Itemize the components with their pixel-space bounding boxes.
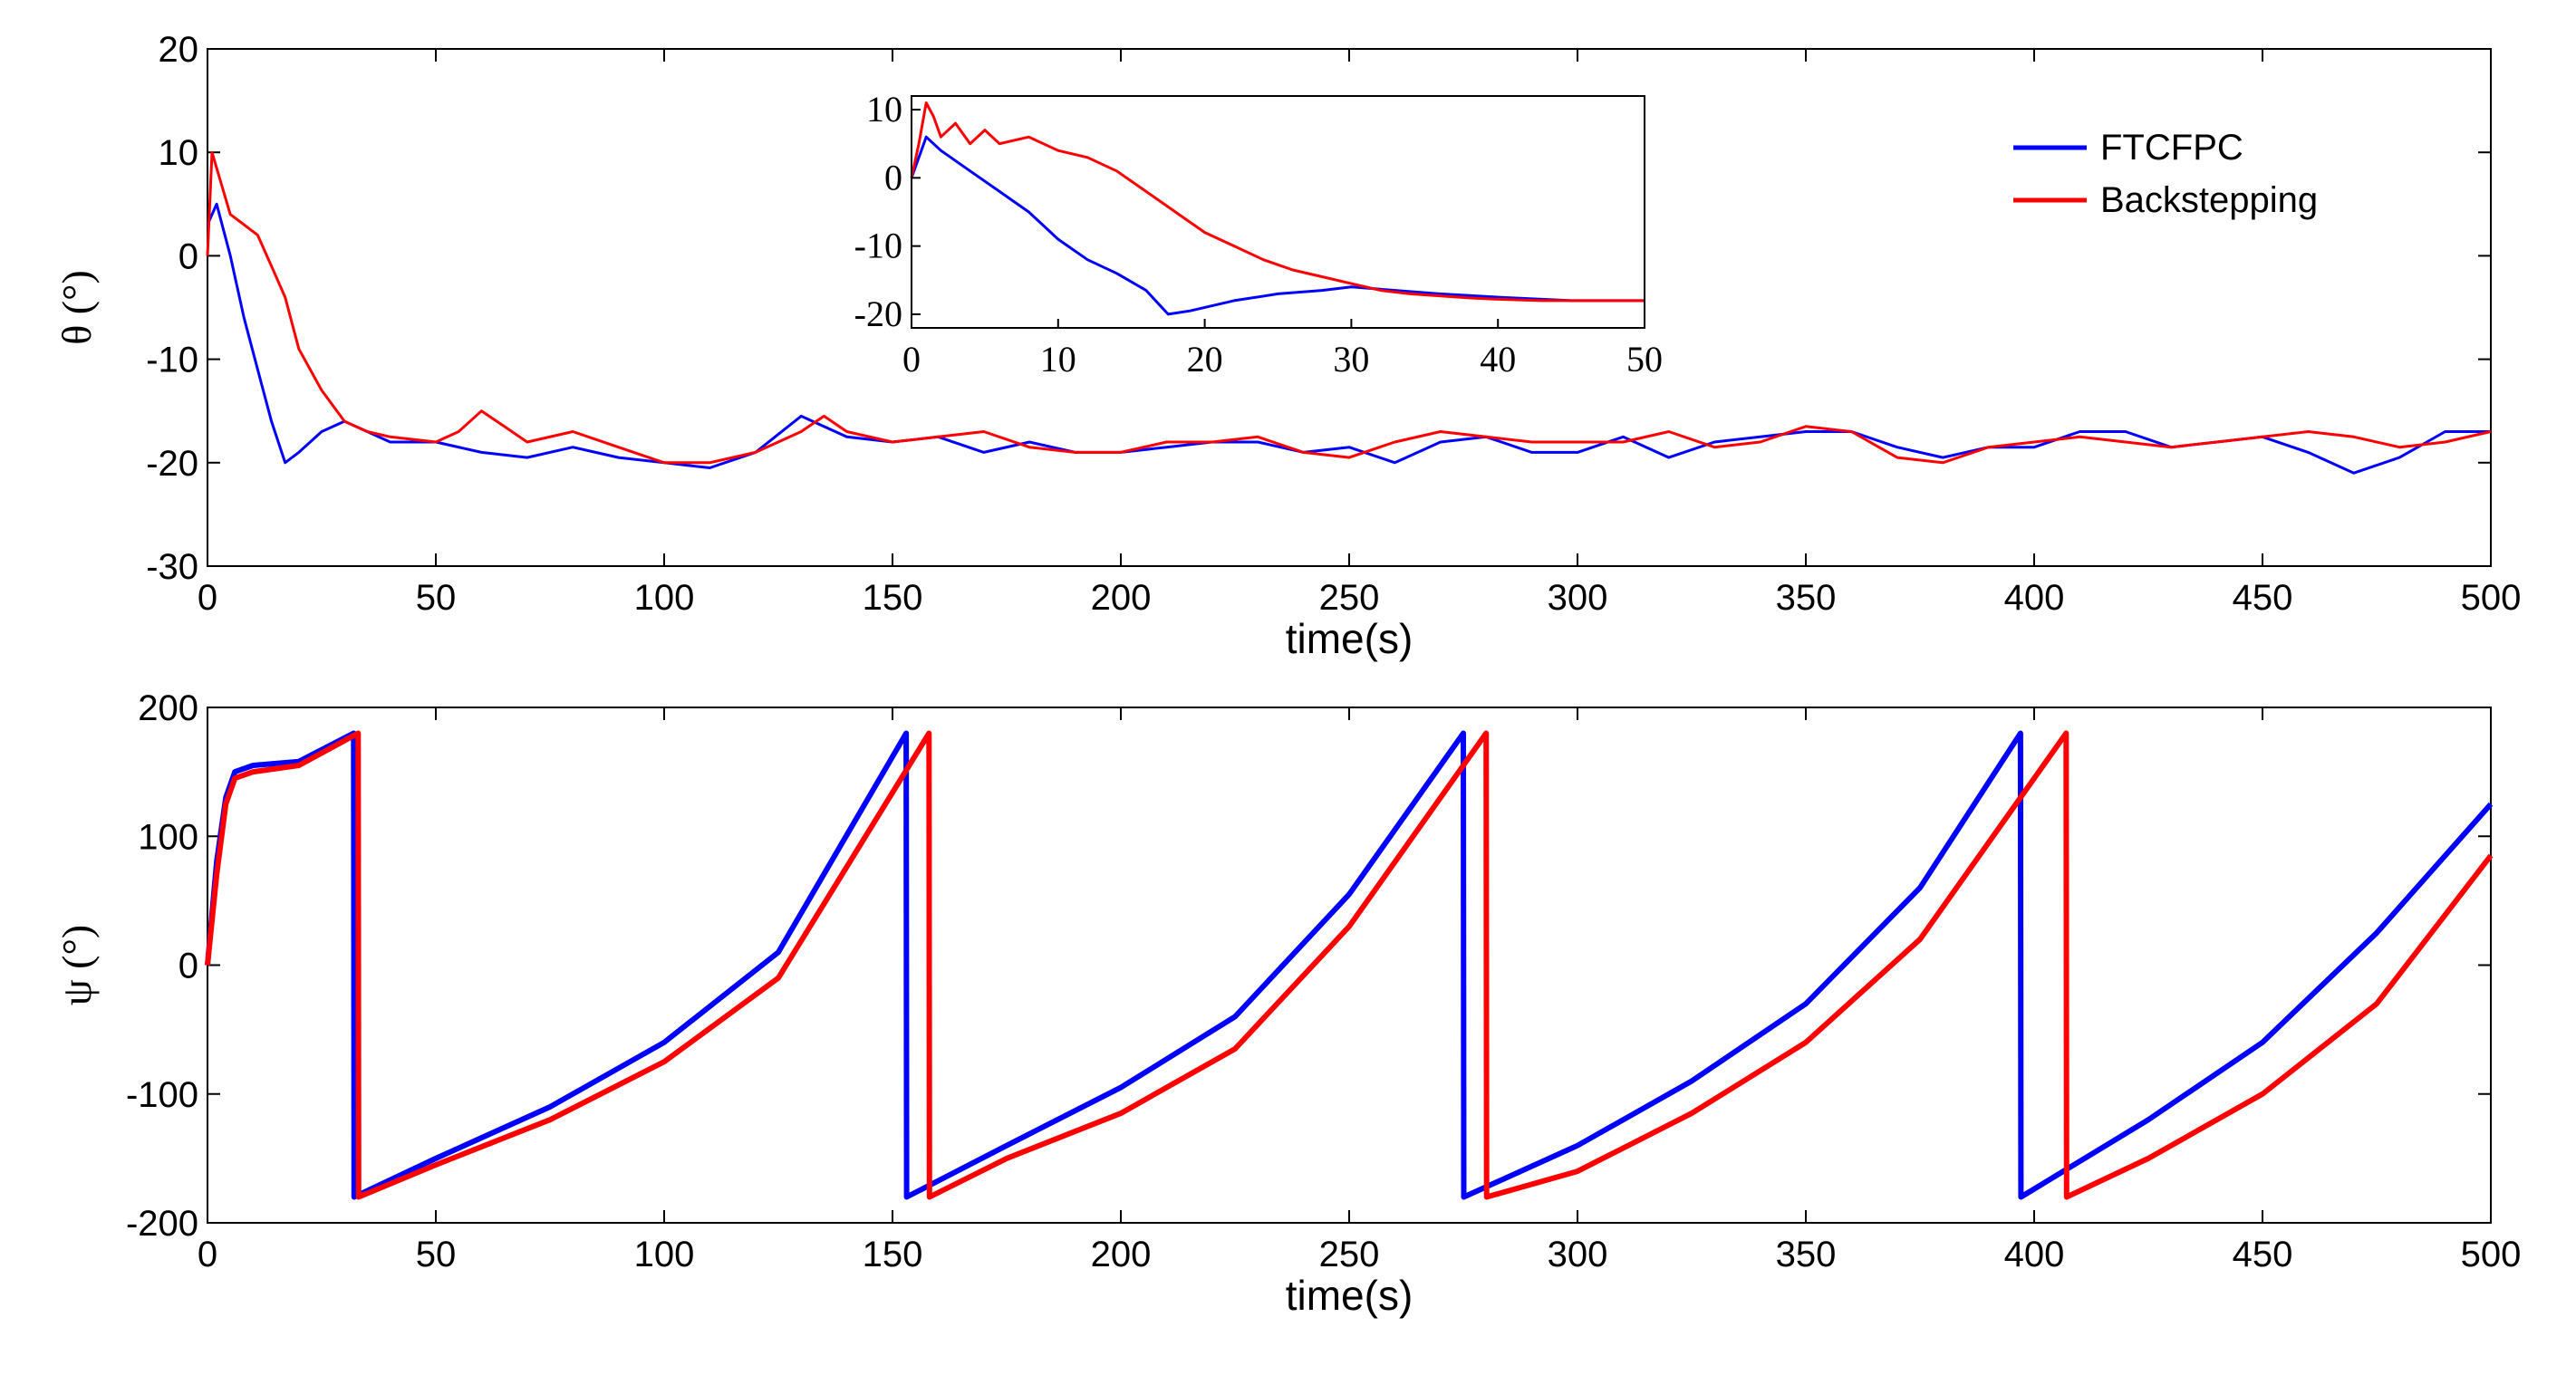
inset-x-tick-label: 20 [1187,339,1223,380]
theta-x-tick-label: 400 [2004,578,2065,618]
inset-plot-frame [911,95,1645,329]
psi-y-tick-label: 0 [178,947,198,986]
inset-y-tick-label: 0 [884,157,902,197]
theta-chart: 0 50 100 150 200 250 300 350 400 450 500-30-20-100… [53,30,2521,662]
psi-y-tick-label: 100 [138,817,198,857]
theta-x-tick-label: 200 [1091,578,1152,618]
inset-x-tick-label: 50 [1626,339,1663,380]
inset-series-group [910,101,1645,316]
theta-y-axis-label: θ (°) [53,270,100,345]
psi-chart: 0 50 100 150 200 250 300 350 400 450 500 -200 -100 0 1… [53,688,2521,1319]
inset-y-tick-label: 10 [866,89,902,130]
psi-x-tick-label: 150 [863,1235,923,1274]
theta-series-group [206,150,2492,475]
inset-y-tick-label: -10 [854,226,902,266]
psi-axis-ticks: 0 50 100 150 200 250 300 350 400 450 500 -200 -100 0 1… [126,688,2521,1274]
legend-label-ftcfpc: FTCFPC [2100,128,2243,168]
theta-x-axis-label: time(s) [1286,615,1413,662]
inset-series-backstepping [910,101,1645,303]
psi-x-tick-label: 0 [198,1235,217,1274]
theta-y-tick-label: 10 [159,133,199,173]
theta-y-tick-label: -30 [146,547,198,587]
psi-series-ftcfpc [205,730,2494,1200]
theta-x-tick-label: 350 [1776,578,1837,618]
inset-x-tick-label: 30 [1333,339,1369,380]
theta-y-tick-label: -20 [146,444,198,484]
inset-background [912,96,1645,328]
psi-y-tick-label: -200 [126,1204,198,1244]
inset-axis-ticks: 0 10 20 30 40 50 -20 -10 0 10 [854,89,1663,380]
psi-series-backstepping [205,730,2494,1200]
theta-y-tick-label: 0 [178,236,198,276]
theta-x-tick-label: 150 [863,578,923,618]
theta-x-tick-label: 100 [634,578,695,618]
theta-y-tick-label: -10 [146,341,198,380]
inset-x-tick-label: 40 [1480,339,1516,380]
theta-x-tick-label: 50 [416,578,457,618]
psi-plot-frame [207,707,2492,1224]
theta-series-backstepping [206,150,2492,465]
psi-y-tick-label: 200 [138,688,198,728]
inset-x-tick-label: 10 [1040,339,1076,380]
psi-x-tick-label: 350 [1776,1235,1837,1274]
theta-x-tick-label: 300 [1548,578,1608,618]
psi-x-tick-label: 200 [1091,1235,1152,1274]
psi-x-tick-label: 400 [2004,1235,2065,1274]
theta-x-tick-label: 450 [2233,578,2293,618]
theta-x-tick-label: 0 [198,578,217,618]
psi-x-tick-label: 450 [2233,1235,2293,1274]
psi-x-tick-label: 50 [416,1235,457,1274]
theta-axis-ticks: 0 50 100 150 200 250 300 350 400 450 500-30-20-100… [146,30,2521,618]
theta-x-tick-label: 500 [2461,578,2522,618]
psi-series-group [205,730,2494,1200]
psi-x-axis-label: time(s) [1286,1272,1413,1319]
psi-x-tick-label: 100 [634,1235,695,1274]
theta-inset-chart: 0 10 20 30 40 50 -20 -10 0 10 [854,89,1663,380]
legend: FTCFPC Backstepping [2013,128,2318,220]
inset-x-tick-label: 0 [902,339,921,380]
inset-y-tick-label: -20 [854,293,902,334]
theta-x-tick-label: 250 [1319,578,1380,618]
psi-x-tick-label: 500 [2461,1235,2522,1274]
theta-y-tick-label: 20 [159,30,199,70]
legend-label-backstepping: Backstepping [2100,180,2318,220]
psi-y-tick-label: -100 [126,1075,198,1115]
inset-series-ftcfpc [910,135,1645,316]
psi-x-tick-label: 300 [1548,1235,1608,1274]
psi-y-axis-label: ψ (°) [53,925,100,1005]
psi-x-tick-label: 250 [1319,1235,1380,1274]
